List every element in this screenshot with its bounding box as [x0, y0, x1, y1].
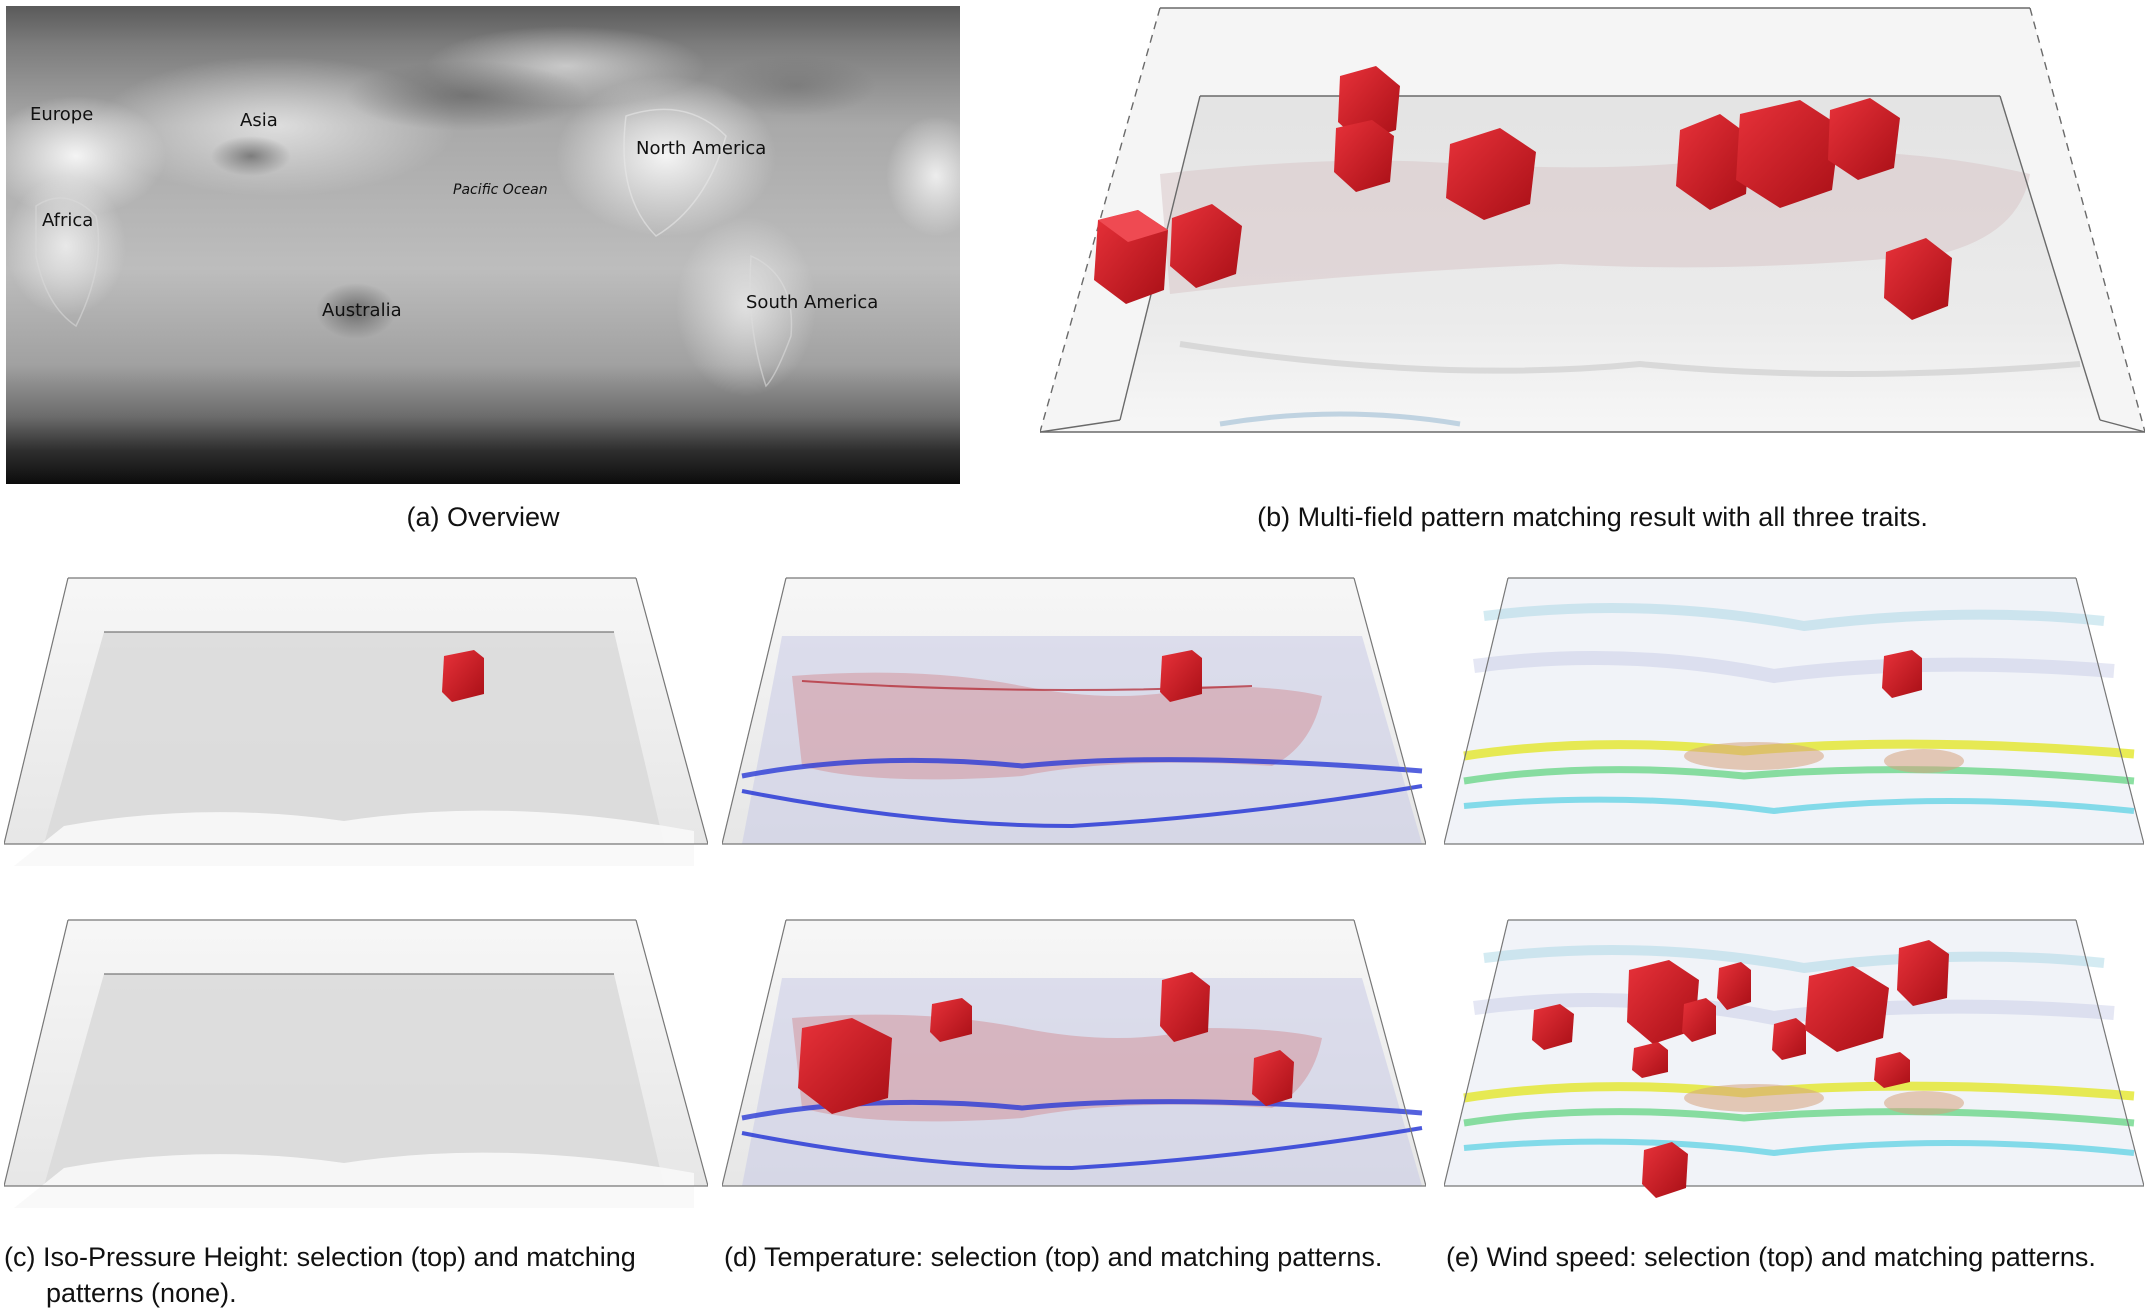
selection-cube	[442, 650, 484, 702]
label-australia: Australia	[322, 300, 402, 321]
caption-temperature: (d) Temperature: selection (top) and mat…	[724, 1242, 1383, 1272]
match-cubes	[798, 972, 1294, 1114]
temperature-matches	[722, 918, 1426, 1222]
caption-iso-pressure-line1: (c) Iso-Pressure Height: selection (top)…	[4, 1242, 636, 1272]
wind-speed-matches	[1444, 918, 2144, 1222]
red-cubes	[1094, 66, 1952, 320]
caption-wind-speed: (e) Wind speed: selection (top) and matc…	[1446, 1242, 2096, 1272]
label-pacific-ocean: Pacific Ocean	[453, 182, 548, 198]
selection-cube	[1160, 650, 1202, 702]
caption-iso-pressure-line2: patterns (none).	[46, 1278, 237, 1308]
overview-map-image	[6, 6, 960, 484]
multifield-volume-render	[1040, 7, 2145, 433]
overview-map: Europe Asia Africa North America Pacific…	[6, 6, 960, 484]
label-north-america: North America	[636, 138, 767, 159]
wind-speed-top	[1444, 576, 2144, 880]
iso-pressure-top	[4, 576, 708, 880]
label-europe: Europe	[30, 104, 94, 125]
match-cubes	[1532, 940, 1949, 1198]
iso-pressure-matches	[4, 918, 708, 1222]
label-south-america: South America	[746, 292, 879, 313]
multifield-volume	[1040, 4, 2145, 490]
selection-cube	[1882, 650, 1922, 698]
caption-multifield: (b) Multi-field pattern matching result …	[1257, 502, 1928, 532]
caption-overview: (a) Overview	[406, 502, 560, 532]
label-africa: Africa	[42, 210, 94, 231]
temperature-top	[722, 576, 1426, 880]
label-asia: Asia	[240, 110, 278, 131]
